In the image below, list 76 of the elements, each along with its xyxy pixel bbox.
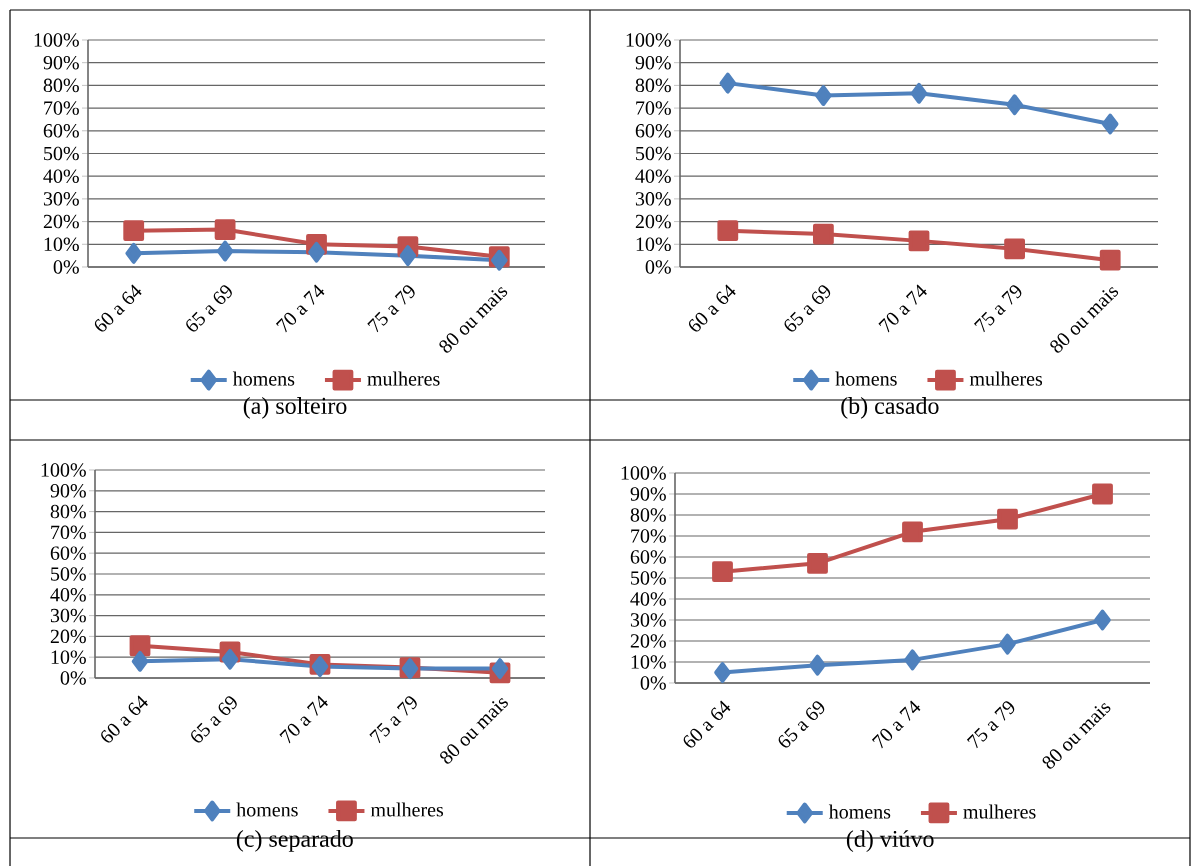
legend-label: homens [835, 371, 897, 386]
y-tick-label: 0% [60, 671, 86, 685]
x-tick-label: 75 a 79 [966, 701, 1015, 749]
y-tick-label: 30% [630, 613, 666, 627]
text: (d) viúvo [846, 830, 934, 853]
y-tick-label: 40% [630, 592, 666, 606]
y-tick-label: 20% [635, 215, 671, 229]
y-tick-label: 20% [50, 629, 86, 644]
y-tick-label: 20% [630, 634, 666, 648]
y-tick-label: 40% [635, 169, 671, 184]
legend-label: homens [828, 804, 891, 819]
x-tick-label: 60 a 64 [688, 284, 736, 332]
y-tick-label: 60% [630, 550, 666, 564]
x-tick-label: 70 a 74 [279, 695, 328, 744]
x-tick-label: 70 a 74 [275, 284, 325, 333]
legend-label: mulheres [370, 802, 444, 817]
legend-label: mulheres [969, 371, 1043, 386]
y-tick-label: 20% [43, 215, 79, 229]
legend-label: mulheres [963, 804, 1036, 819]
y-tick-label: 30% [43, 192, 79, 206]
y-tick-label: 80% [630, 508, 666, 522]
y-tick-label: 90% [635, 56, 671, 70]
y-tick-label: 80% [635, 78, 671, 93]
x-tick-label: 65 a 69 [191, 696, 237, 743]
y-tick-label: 100% [41, 463, 86, 477]
y-tick-label: 10% [631, 655, 666, 669]
y-tick-label: 100% [34, 33, 79, 47]
y-tick-label: 50% [636, 146, 671, 161]
y-tick-label: 70% [51, 525, 86, 540]
y-tick-label: 0% [645, 260, 671, 274]
legend-label: homens [232, 371, 295, 386]
x-tick-label: 60 a 64 [94, 284, 142, 332]
y-tick-label: 90% [43, 56, 79, 70]
legend-label: mulheres [367, 371, 440, 386]
y-tick-label: 70% [636, 101, 671, 116]
x-tick-label: 70 a 74 [871, 700, 921, 749]
y-tick-label: 60% [43, 124, 79, 138]
y-tick-label: 50% [44, 146, 79, 161]
x-tick-label: 75 a 79 [973, 285, 1022, 333]
x-tick-label: 80 ou mais [440, 698, 508, 764]
y-tick-label: 60% [50, 546, 86, 561]
y-tick-label: 100% [626, 33, 671, 47]
y-tick-label: 90% [630, 487, 666, 501]
y-tick-label: 40% [43, 169, 79, 184]
y-tick-label: 50% [631, 571, 666, 585]
y-tick-label: 60% [635, 124, 671, 138]
x-tick-label: 65 a 69 [186, 285, 232, 332]
y-tick-label: 70% [631, 529, 666, 543]
y-tick-label: 30% [635, 192, 671, 206]
x-tick-label: 80 ou mais [439, 287, 508, 353]
y-tick-label: 10% [44, 237, 79, 252]
y-tick-label: 0% [53, 260, 79, 274]
x-tick-label: 80 ou mais [1050, 287, 1119, 353]
y-tick-label: 70% [44, 101, 79, 116]
x-tick-label: 65 a 69 [784, 285, 831, 332]
y-tick-label: 80% [50, 505, 86, 519]
x-tick-label: 80 ou mais [1042, 703, 1111, 769]
y-tick-label: 0% [640, 676, 666, 690]
y-tick-label: 40% [50, 588, 86, 602]
y-tick-label: 100% [621, 466, 666, 480]
y-tick-label: 10% [636, 237, 671, 252]
x-tick-label: 70 a 74 [878, 284, 927, 333]
legend-label: homens [236, 802, 298, 817]
y-tick-label: 90% [50, 484, 86, 498]
x-tick-label: 60 a 64 [683, 700, 731, 748]
text: (a) solteiro [243, 397, 347, 420]
x-tick-label: 60 a 64 [101, 695, 148, 743]
y-tick-label: 10% [51, 650, 86, 665]
x-tick-label: 75 a 79 [369, 696, 417, 744]
text: (c) separado [236, 830, 353, 852]
x-tick-label: 65 a 69 [778, 701, 825, 748]
y-tick-label: 30% [50, 609, 86, 623]
x-tick-label: 75 a 79 [367, 285, 415, 333]
text: (b) casado [841, 397, 939, 420]
y-tick-label: 80% [43, 78, 79, 93]
y-tick-label: 50% [51, 567, 86, 581]
